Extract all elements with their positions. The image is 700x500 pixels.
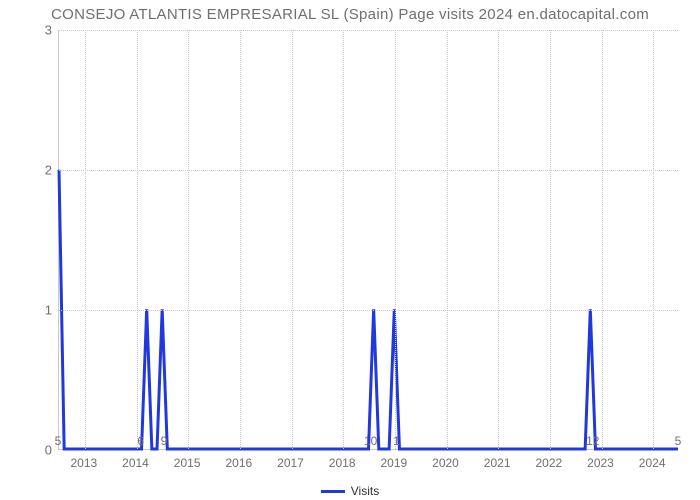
baseline-value-label: 12 bbox=[586, 434, 599, 448]
v-gridline bbox=[602, 30, 603, 449]
x-tick-label: 2015 bbox=[174, 456, 201, 470]
x-tick-label: 2018 bbox=[329, 456, 356, 470]
x-tick-label: 2013 bbox=[70, 456, 97, 470]
h-gridline bbox=[59, 30, 678, 31]
v-gridline bbox=[137, 30, 138, 449]
x-tick-label: 2014 bbox=[122, 456, 149, 470]
v-gridline bbox=[85, 30, 86, 449]
v-gridline bbox=[240, 30, 241, 449]
v-gridline bbox=[447, 30, 448, 449]
line-series-svg bbox=[59, 30, 678, 449]
chart-title: CONSEJO ATLANTIS EMPRESARIAL SL (Spain) … bbox=[0, 6, 700, 23]
plot-area bbox=[58, 30, 678, 450]
x-tick-label: 2021 bbox=[484, 456, 511, 470]
v-gridline bbox=[343, 30, 344, 449]
y-tick-label: 1 bbox=[12, 303, 52, 318]
v-gridline bbox=[498, 30, 499, 449]
v-gridline bbox=[292, 30, 293, 449]
v-gridline bbox=[653, 30, 654, 449]
baseline-value-label: 9 bbox=[161, 434, 168, 448]
baseline-value-label: 5 bbox=[55, 434, 62, 448]
y-tick-label: 2 bbox=[12, 163, 52, 178]
x-tick-label: 2019 bbox=[380, 456, 407, 470]
legend-label: Visits bbox=[351, 484, 379, 498]
x-tick-label: 2016 bbox=[225, 456, 252, 470]
legend-swatch bbox=[321, 490, 345, 493]
baseline-value-label: 6 bbox=[137, 434, 144, 448]
chart-root: CONSEJO ATLANTIS EMPRESARIAL SL (Spain) … bbox=[0, 0, 700, 500]
baseline-value-label: 10 bbox=[364, 434, 377, 448]
v-gridline bbox=[550, 30, 551, 449]
x-tick-label: 2020 bbox=[432, 456, 459, 470]
v-gridline bbox=[188, 30, 189, 449]
h-gridline bbox=[59, 170, 678, 171]
x-tick-label: 2022 bbox=[535, 456, 562, 470]
h-gridline bbox=[59, 310, 678, 311]
x-tick-label: 2023 bbox=[587, 456, 614, 470]
x-tick-label: 2024 bbox=[639, 456, 666, 470]
legend: Visits bbox=[0, 484, 700, 498]
baseline-value-label: 5 bbox=[675, 434, 682, 448]
x-tick-label: 2017 bbox=[277, 456, 304, 470]
baseline-value-label: 1 bbox=[393, 434, 400, 448]
y-tick-label: 0 bbox=[12, 443, 52, 458]
v-gridline bbox=[395, 30, 396, 449]
y-tick-label: 3 bbox=[12, 23, 52, 38]
